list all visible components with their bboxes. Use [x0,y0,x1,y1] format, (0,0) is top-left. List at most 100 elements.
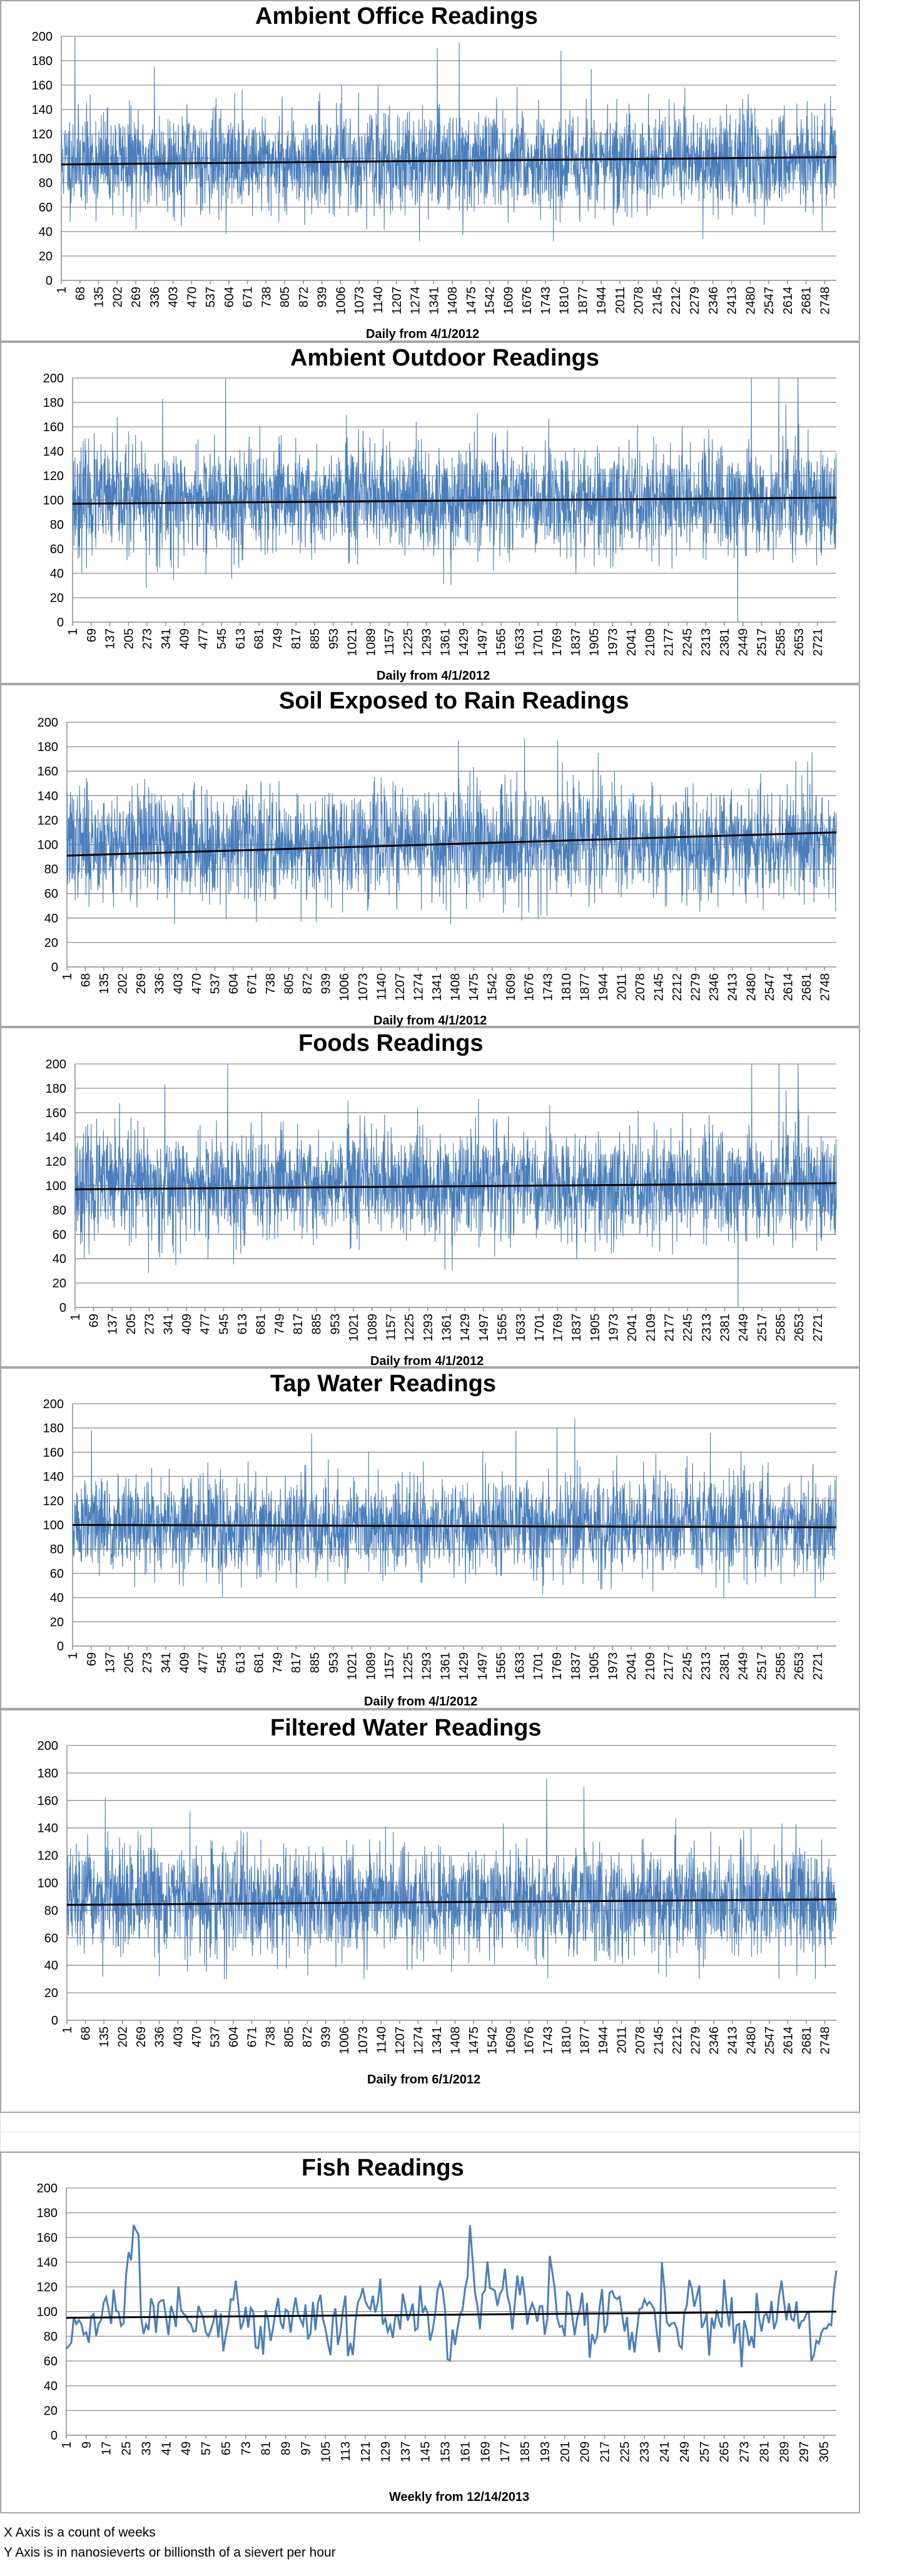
x-tick-label: 2381 [718,628,732,657]
y-tick-label: 40 [39,225,53,239]
x-tick-label: 341 [161,1314,175,1334]
x-tick-label: 249 [678,2441,692,2462]
x-tick-label: 1021 [347,1314,361,1342]
chart-title: Tap Water Readings [270,1371,496,1397]
trend-line [72,1524,837,1528]
x-tick-label: 1140 [375,973,388,1000]
x-tick-label: 1497 [477,1314,491,1342]
x-tick-label: 1877 [578,973,592,1001]
x-tick-label: 409 [178,628,192,649]
x-tick-label: 2145 [652,2027,666,2055]
y-tick-label: 20 [44,936,58,950]
x-tick-label: 289 [778,2441,791,2462]
y-tick-label: 180 [46,1082,66,1096]
x-tick-label: 2748 [818,2027,832,2055]
x-tick-label: 2078 [634,2027,647,2055]
x-tick-label: 1944 [597,973,611,1001]
x-tick-label: 1 [66,1652,80,1659]
x-tick-label: 1140 [372,287,385,314]
x-tick-label: 2313 [700,1314,714,1342]
x-tick-label: 336 [153,973,167,994]
y-tick-label: 0 [57,1640,64,1653]
x-tick-label: 1293 [422,1314,435,1342]
x-tick-label: 135 [93,287,106,307]
y-tick-label: 140 [43,1470,64,1484]
x-tick-label: 2145 [651,287,664,315]
y-tick-label: 180 [43,1422,64,1436]
x-tick-label: 2313 [699,628,713,657]
x-tick-label: 1157 [383,1652,397,1679]
y-tick-label: 100 [43,1519,64,1533]
x-tick-label: 537 [208,2027,222,2047]
series-line [66,1778,837,1980]
x-tick-label: 1810 [560,973,574,1001]
x-tick-label: 2381 [718,1652,732,1680]
x-tick-label: 470 [190,973,204,994]
x-tick-label: 1542 [484,287,497,315]
x-tick-label: 73 [240,2441,253,2455]
chart-panel-ambient-outdoor: Ambient Outdoor Readings 0 20 40 60 80 100 120 1… [0,342,860,684]
x-tick-label: 1609 [502,287,515,315]
x-tick-label: 205 [124,1314,138,1334]
chart-panel-fish: Fish Readings 0 20 40 60 80 100 120 140 160 180 200… [0,2152,860,2513]
x-tick-label: 205 [122,628,136,649]
x-axis-title: Daily from 4/1/2012 [377,669,490,683]
x-tick-label: 1475 [465,287,479,315]
x-tick-label: 2449 [737,1314,751,1342]
x-tick-label: 2547 [763,2027,777,2055]
x-tick-label: 201 [559,2441,572,2462]
x-tick-label: 2413 [726,973,740,1001]
y-tick-label: 180 [32,54,53,68]
x-tick-label: 1565 [495,1652,509,1680]
x-tick-label: 2212 [671,2027,684,2055]
x-tick-label: 1006 [338,973,352,1001]
x-tick-label: 1429 [459,1314,472,1342]
x-tick-label: 225 [618,2441,632,2462]
y-tick-label: 0 [57,616,64,630]
x-tick-label: 97 [299,2441,313,2455]
x-tick-label: 1810 [560,2027,574,2055]
x-tick-label: 193 [539,2441,552,2462]
y-tick-label: 20 [53,1277,66,1291]
x-tick-label: 1361 [438,628,452,657]
x-tick-label: 2346 [707,2027,721,2055]
x-tick-label: 2212 [669,287,683,315]
series-line [72,1418,837,1598]
y-tick-label: 120 [43,1495,64,1508]
x-tick-label: 1073 [357,973,370,1001]
x-tick-label: 2346 [707,287,721,315]
x-tick-label: 68 [79,973,93,987]
x-tick-label: 1769 [550,628,564,657]
y-tick-label: 120 [43,469,64,483]
x-tick-label: 1089 [364,628,378,657]
trend-line [74,1182,837,1190]
y-tick-label: 180 [38,1767,58,1781]
trend-line [66,831,837,857]
x-tick-label: 202 [111,287,124,307]
x-axis-title: Daily from 6/1/2012 [367,2073,480,2087]
y-tick-label: 120 [46,1155,66,1169]
y-tick-label: 40 [44,1959,58,1973]
x-tick-label: 1073 [353,287,367,315]
x-tick-label: 805 [278,287,292,307]
chart-title: Foods Readings [298,1030,484,1056]
y-tick-label: 100 [46,1180,66,1193]
y-tick-label: 40 [50,567,64,581]
series-line [74,1063,837,1308]
x-tick-label: 273 [141,628,155,649]
x-tick-label: 68 [79,2027,93,2040]
x-tick-label: 1701 [533,1314,547,1342]
x-tick-label: 2681 [800,2027,814,2055]
x-tick-label: 137 [399,2441,413,2462]
series-line [65,2224,838,2368]
x-tick-label: 872 [301,2027,315,2047]
chart-panel-ambient-office: Ambient Office Readings 0 20 40 60 80 100 120 14… [0,0,860,342]
y-tick-label: 180 [43,396,64,410]
x-tick-label: 2109 [644,628,657,657]
x-tick-label: 872 [301,973,315,994]
x-tick-label: 749 [273,1314,286,1334]
x-tick-label: 1089 [364,1652,378,1680]
x-tick-label: 1 [61,2027,74,2033]
x-tick-label: 137 [104,628,118,649]
x-tick-label: 2177 [662,1652,676,1680]
